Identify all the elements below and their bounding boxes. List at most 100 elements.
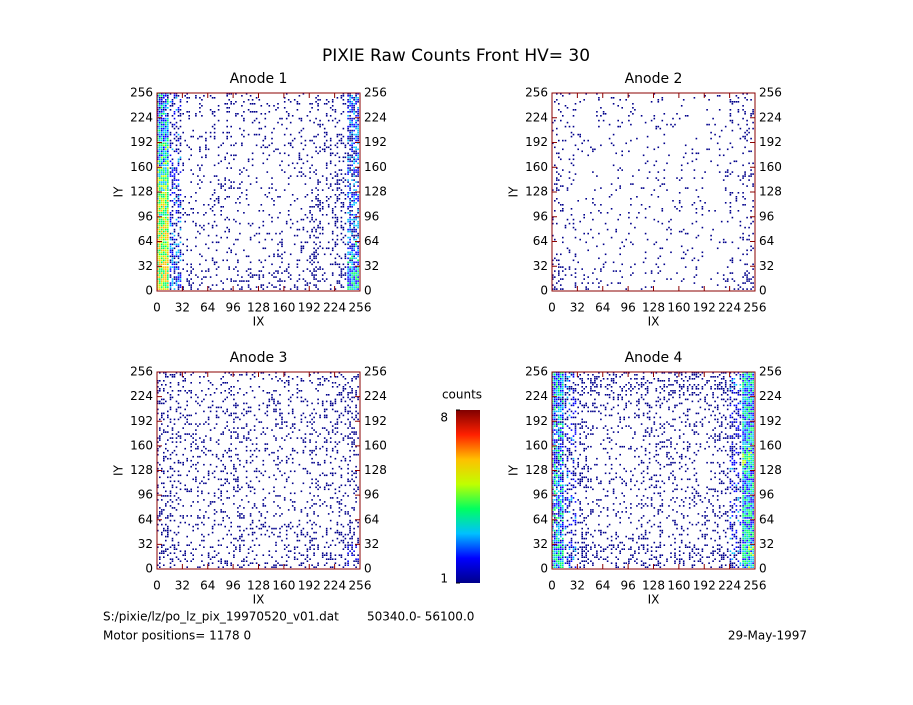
count-dot	[349, 206, 351, 208]
count-dot	[706, 148, 708, 151]
count-dot	[655, 125, 658, 128]
count-dot	[165, 238, 167, 241]
count-dot	[173, 175, 176, 177]
count-dot	[744, 131, 746, 134]
count-dot	[159, 402, 161, 405]
count-dot	[670, 278, 672, 280]
count-dot	[336, 198, 339, 200]
count-dot	[241, 142, 243, 145]
count-dot	[298, 131, 301, 134]
count-dot	[157, 129, 159, 132]
count-dot	[331, 425, 334, 427]
count-dot	[203, 476, 205, 479]
count-dot	[157, 171, 159, 173]
count-dot	[190, 541, 192, 544]
count-dot	[171, 169, 174, 171]
count-dot	[556, 288, 558, 290]
heatmap-cell	[729, 119, 742, 140]
count-dot	[311, 189, 313, 191]
count-dot	[355, 453, 357, 456]
count-dot	[163, 212, 165, 214]
count-dot	[349, 148, 351, 151]
count-dot	[192, 212, 194, 214]
count-dot	[179, 105, 182, 107]
count-dot	[167, 119, 169, 122]
count-dot	[329, 544, 332, 546]
heatmap-cell	[742, 268, 754, 290]
count-dot	[353, 123, 355, 126]
count-dot	[177, 220, 180, 223]
count-dot	[275, 478, 277, 481]
count-dot	[220, 499, 222, 501]
heatmap-cell	[552, 167, 564, 191]
count-dot	[353, 433, 355, 435]
count-dot	[285, 222, 288, 225]
count-dot	[342, 156, 345, 159]
count-dot	[321, 274, 324, 276]
count-dot	[329, 554, 332, 556]
count-dot	[562, 278, 564, 280]
count-dot	[630, 204, 632, 206]
count-dot	[163, 243, 165, 246]
count-dot	[572, 222, 575, 225]
count-dot	[167, 202, 169, 204]
count-dot	[163, 236, 165, 239]
count-dot	[264, 113, 267, 115]
count-dot	[353, 202, 355, 204]
count-dot	[157, 546, 159, 548]
count-dot	[349, 139, 351, 142]
heatmap-cell	[296, 421, 309, 443]
count-dot	[161, 433, 163, 435]
count-dot	[298, 519, 301, 522]
count-dot	[327, 546, 330, 548]
count-dot	[311, 402, 313, 405]
count-dot	[311, 206, 313, 208]
count-dot	[331, 99, 334, 101]
count-dot	[355, 288, 357, 290]
count-dot	[315, 431, 317, 433]
heatmap-cell	[347, 167, 359, 191]
count-dot	[266, 410, 269, 413]
count-dot	[323, 131, 326, 134]
count-dot	[646, 177, 649, 179]
heatmap-cell	[742, 245, 754, 266]
count-dot	[329, 519, 332, 522]
count-dot	[602, 119, 605, 122]
count-dot	[177, 107, 180, 109]
count-dot	[226, 410, 228, 413]
count-dot	[321, 247, 324, 250]
count-dot	[220, 236, 222, 239]
count-dot	[175, 218, 178, 221]
count-dot	[748, 131, 750, 134]
count-dot	[277, 402, 279, 405]
count-dot	[213, 175, 216, 177]
count-dot	[552, 276, 554, 278]
heatmap-cell	[300, 501, 309, 517]
count-dot	[357, 284, 359, 286]
count-dot	[209, 198, 212, 200]
count-dot	[192, 478, 194, 481]
count-dot	[211, 400, 214, 403]
count-dot	[287, 272, 290, 274]
count-dot	[161, 162, 163, 165]
count-dot	[173, 278, 176, 280]
count-dot	[300, 129, 303, 132]
count-dot	[321, 400, 324, 403]
count-dot	[610, 194, 613, 196]
count-dot	[347, 152, 349, 155]
count-dot	[746, 238, 748, 241]
count-dot	[309, 492, 311, 495]
count-dot	[163, 93, 165, 95]
count-dot	[199, 544, 201, 546]
count-dot	[161, 288, 163, 290]
count-dot	[159, 177, 161, 179]
count-dot	[226, 396, 228, 399]
count-dot	[302, 441, 305, 443]
count-dot	[334, 433, 337, 435]
count-dot	[604, 113, 607, 115]
count-dot	[264, 125, 267, 128]
count-dot	[281, 437, 283, 439]
count-dot	[249, 261, 252, 264]
count-dot	[175, 282, 178, 284]
count-dot	[243, 427, 245, 429]
